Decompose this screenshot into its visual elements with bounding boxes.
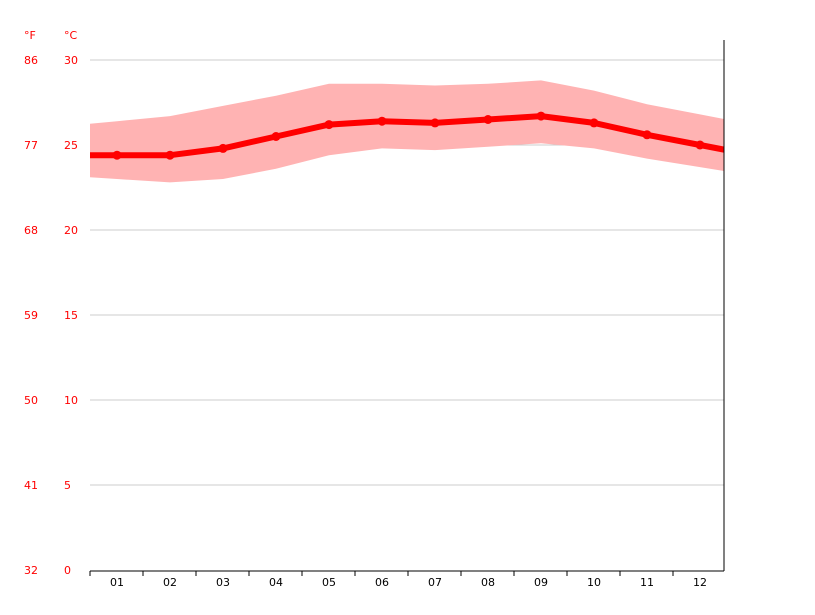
- y-tick-label-celsius: 25: [64, 139, 78, 152]
- axes: [89, 40, 725, 576]
- x-tick-label: 06: [375, 576, 389, 589]
- celsius-unit-label: °C: [64, 29, 78, 42]
- y-tick-label-fahrenheit: 86: [24, 54, 38, 67]
- y-tick-label-celsius: 5: [64, 479, 71, 492]
- mean-temperature-point: [483, 115, 493, 124]
- mean-temperature-point: [218, 143, 228, 153]
- mean-temperature-point: [642, 130, 652, 140]
- mean-temperature-point: [324, 120, 334, 130]
- y-tick-label-celsius: 15: [64, 309, 78, 322]
- mean-temperature-point: [536, 111, 546, 121]
- x-tick-label: 01: [110, 576, 124, 589]
- x-tick-label: 07: [428, 576, 442, 589]
- mean-temperature-point: [271, 132, 281, 141]
- y-tick-label-fahrenheit: 41: [24, 479, 38, 492]
- mean-temperature-point: [165, 150, 175, 160]
- x-tick-label: 12: [693, 576, 707, 589]
- x-tick-label: 02: [163, 576, 177, 589]
- range-band: [90, 80, 724, 183]
- mean-temperature-point: [430, 118, 440, 128]
- y-tick-label-fahrenheit: 59: [24, 309, 38, 322]
- x-tick-label: 03: [216, 576, 230, 589]
- y-tick-label-celsius: 10: [64, 394, 78, 407]
- y-tick-label-celsius: 0: [64, 564, 71, 577]
- y-tick-label-fahrenheit: 32: [24, 564, 38, 577]
- mean-temperature-point: [377, 116, 387, 126]
- y-tick-label-fahrenheit: 77: [24, 139, 38, 152]
- y-tick-label-celsius: 20: [64, 224, 78, 237]
- mean-line-series: [90, 111, 725, 160]
- y-tick-label-fahrenheit: 68: [24, 224, 38, 237]
- x-tick-label: 05: [322, 576, 336, 589]
- mean-temperature-line: [90, 113, 725, 159]
- x-tick-label: 10: [587, 576, 601, 589]
- x-tick-label: 11: [640, 576, 654, 589]
- y-tick-label-celsius: 30: [64, 54, 78, 67]
- y-tick-label-fahrenheit: 50: [24, 394, 38, 407]
- mean-temperature-point: [695, 140, 705, 150]
- mean-temperature-point: [112, 150, 122, 160]
- x-tick-label: 09: [534, 576, 548, 589]
- temperature-range-band: [90, 80, 724, 183]
- x-tick-label: 04: [269, 576, 283, 589]
- fahrenheit-unit-label: °F: [24, 29, 36, 42]
- x-tick-label: 08: [481, 576, 495, 589]
- mean-temperature-point: [589, 118, 599, 128]
